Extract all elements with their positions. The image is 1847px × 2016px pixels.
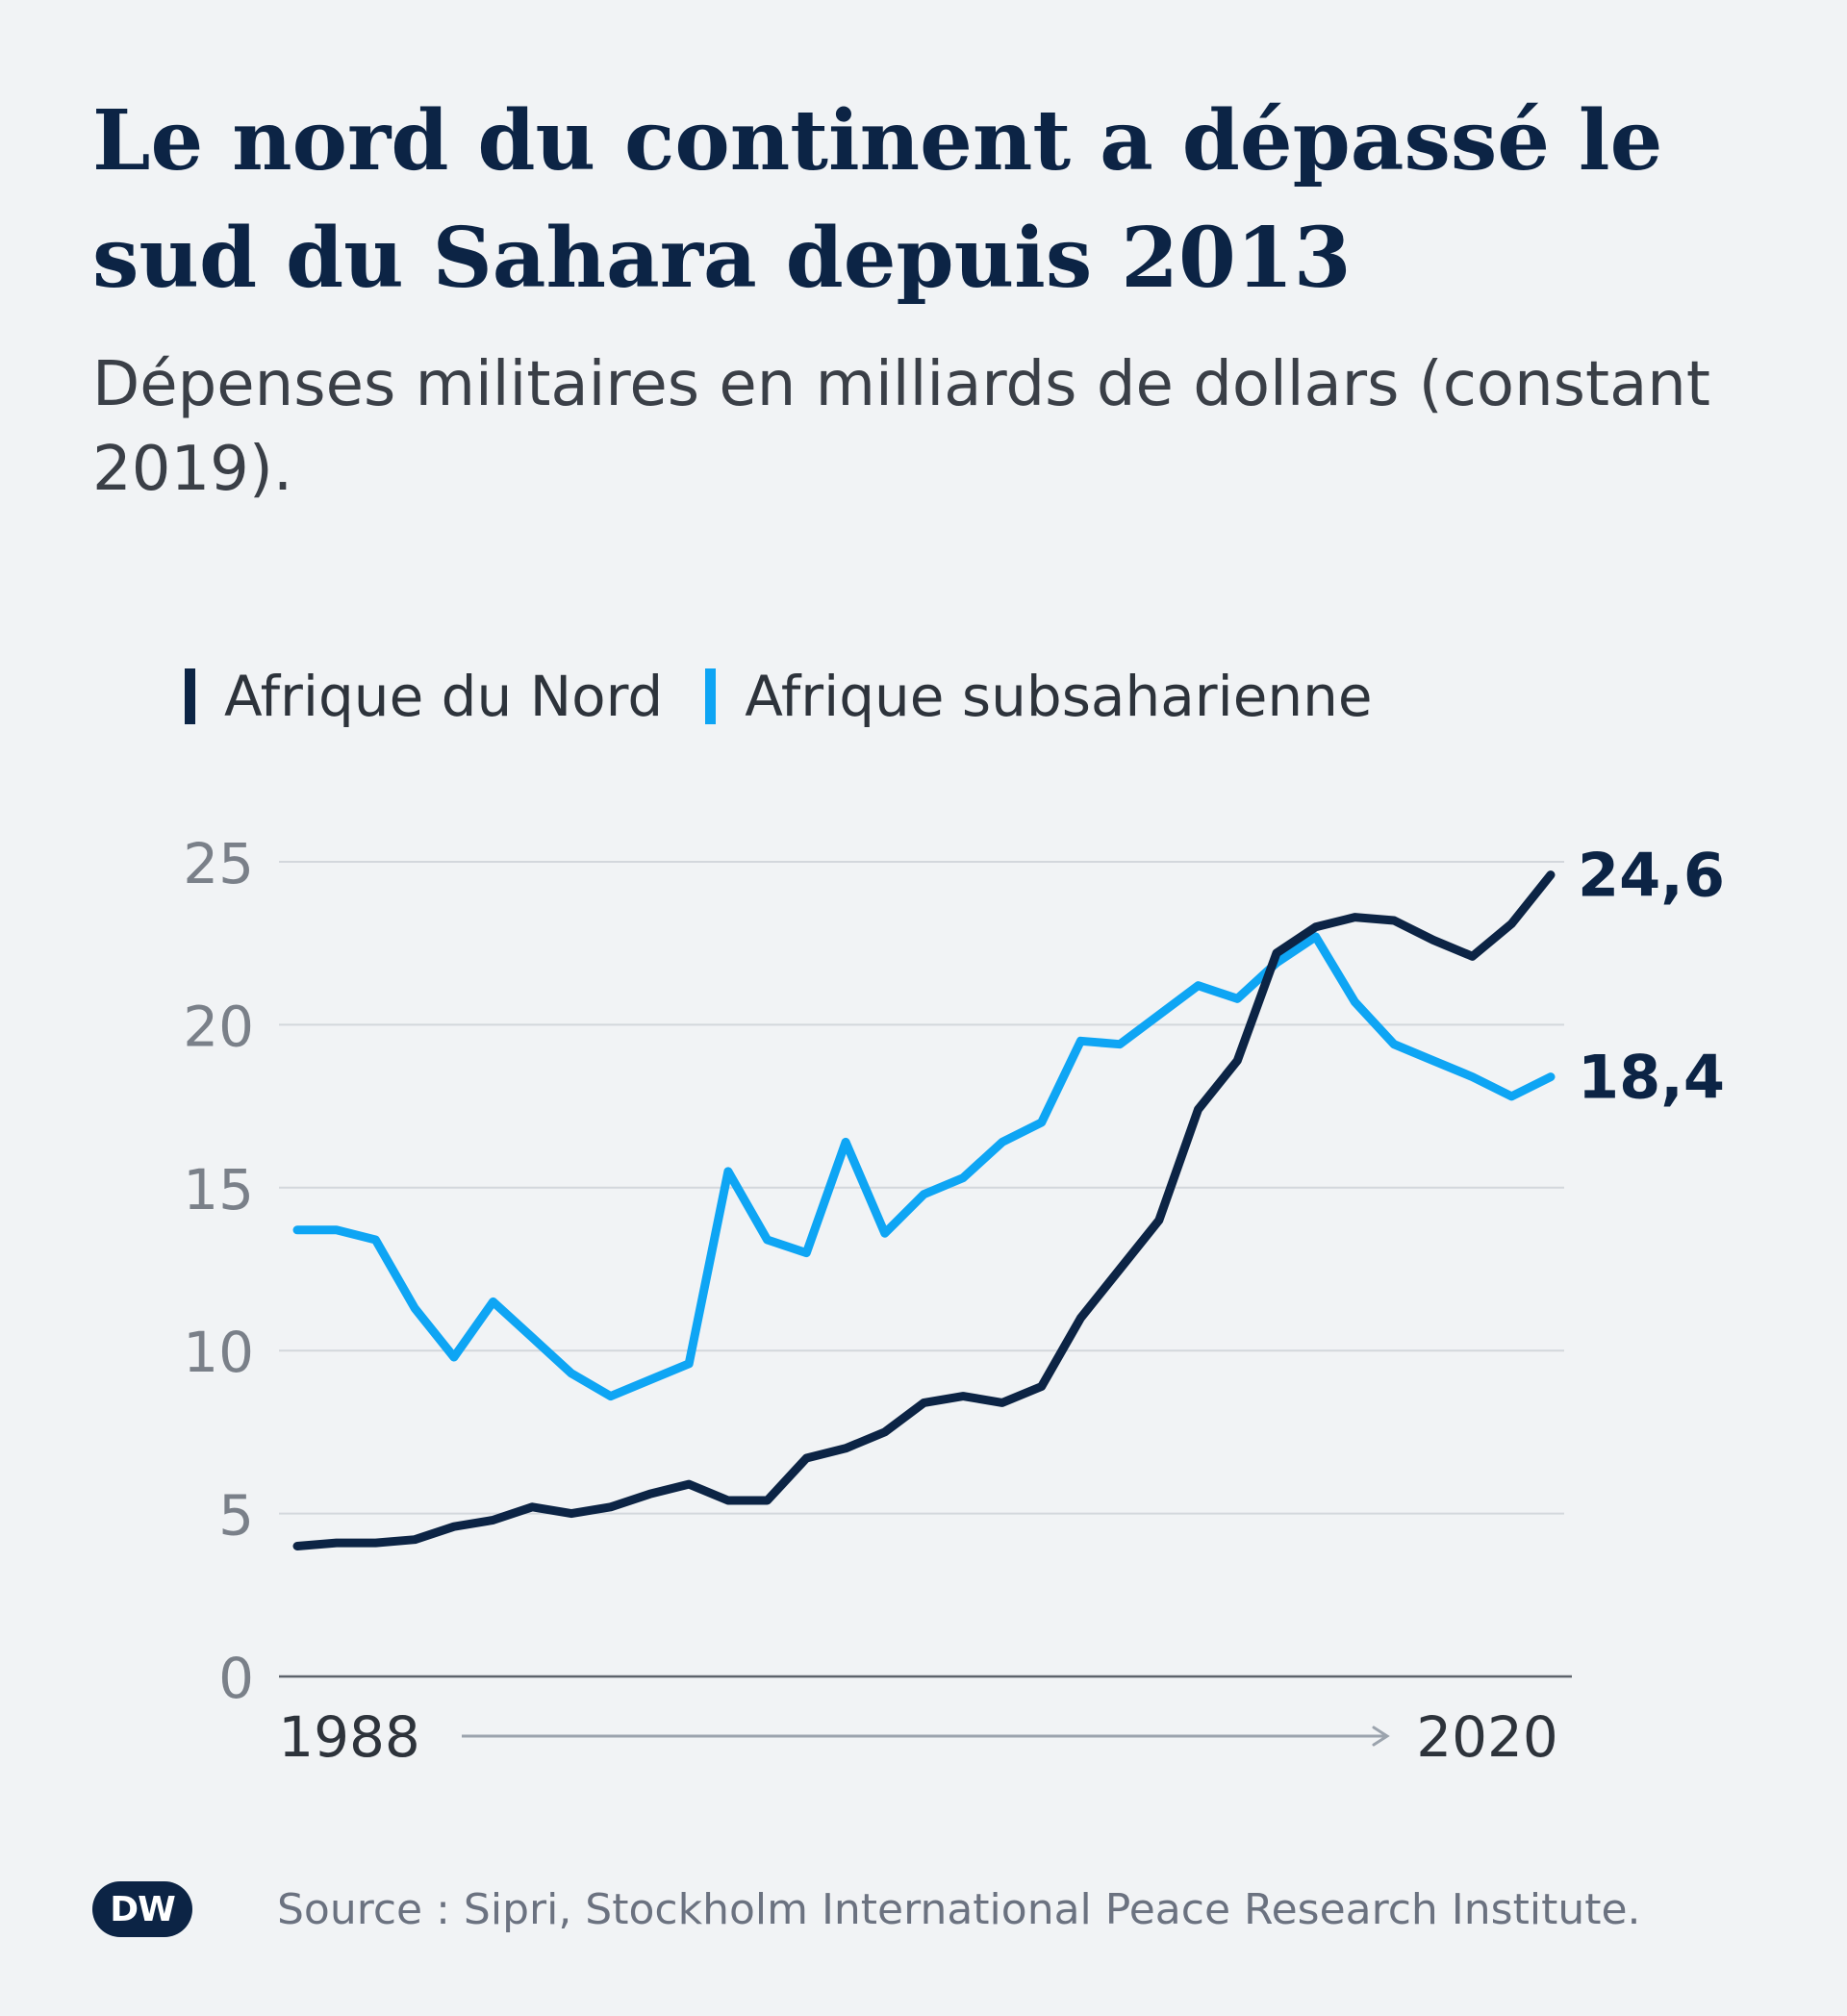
legend-label-afrique-du-nord: Afrique du Nord (224, 664, 664, 729)
footer: DW Source : Sipri, Stockholm Internation… (92, 1881, 1641, 1937)
y-tick-label: 15 (183, 1157, 254, 1222)
y-tick-label: 20 (183, 994, 254, 1059)
chart-subtitle: Dépenses militaires en milliards de doll… (92, 349, 1710, 505)
y-tick-label: 0 (218, 1646, 254, 1711)
chart-legend: Afrique du Nord Afrique subsaharienne (185, 664, 1415, 729)
time-arrow-head (1372, 1726, 1390, 1747)
y-tick-label: 25 (183, 831, 254, 896)
y-tick-label: 10 (183, 1320, 254, 1385)
legend-swatch-afrique-du-nord (185, 668, 195, 724)
legend-swatch-afrique-subsaharienne (705, 668, 717, 724)
x-tick-label: 1988 (278, 1704, 420, 1770)
x-tick-label: 2020 (1416, 1704, 1558, 1770)
y-tick-label: 5 (218, 1483, 254, 1549)
chart-title: Le nord du continent a dépassé le sud du… (92, 92, 1663, 307)
legend-label-afrique-subsaharienne: Afrique subsaharienne (745, 664, 1373, 729)
source-note: Source : Sipri, Stockholm International … (277, 1884, 1641, 1934)
end-value-label-afrique-du-nord: 24,6 (1578, 841, 1725, 911)
series-line-afrique-subsaharienne (292, 932, 1556, 1401)
legend-item-afrique-du-nord: Afrique du Nord (185, 664, 663, 729)
dw-logo: DW (92, 1881, 192, 1937)
legend-item-afrique-subsaharienne: Afrique subsaharienne (705, 664, 1373, 729)
series-line-afrique-du-nord (292, 870, 1556, 1550)
end-value-label-afrique-subsaharienne: 18,4 (1578, 1043, 1725, 1113)
